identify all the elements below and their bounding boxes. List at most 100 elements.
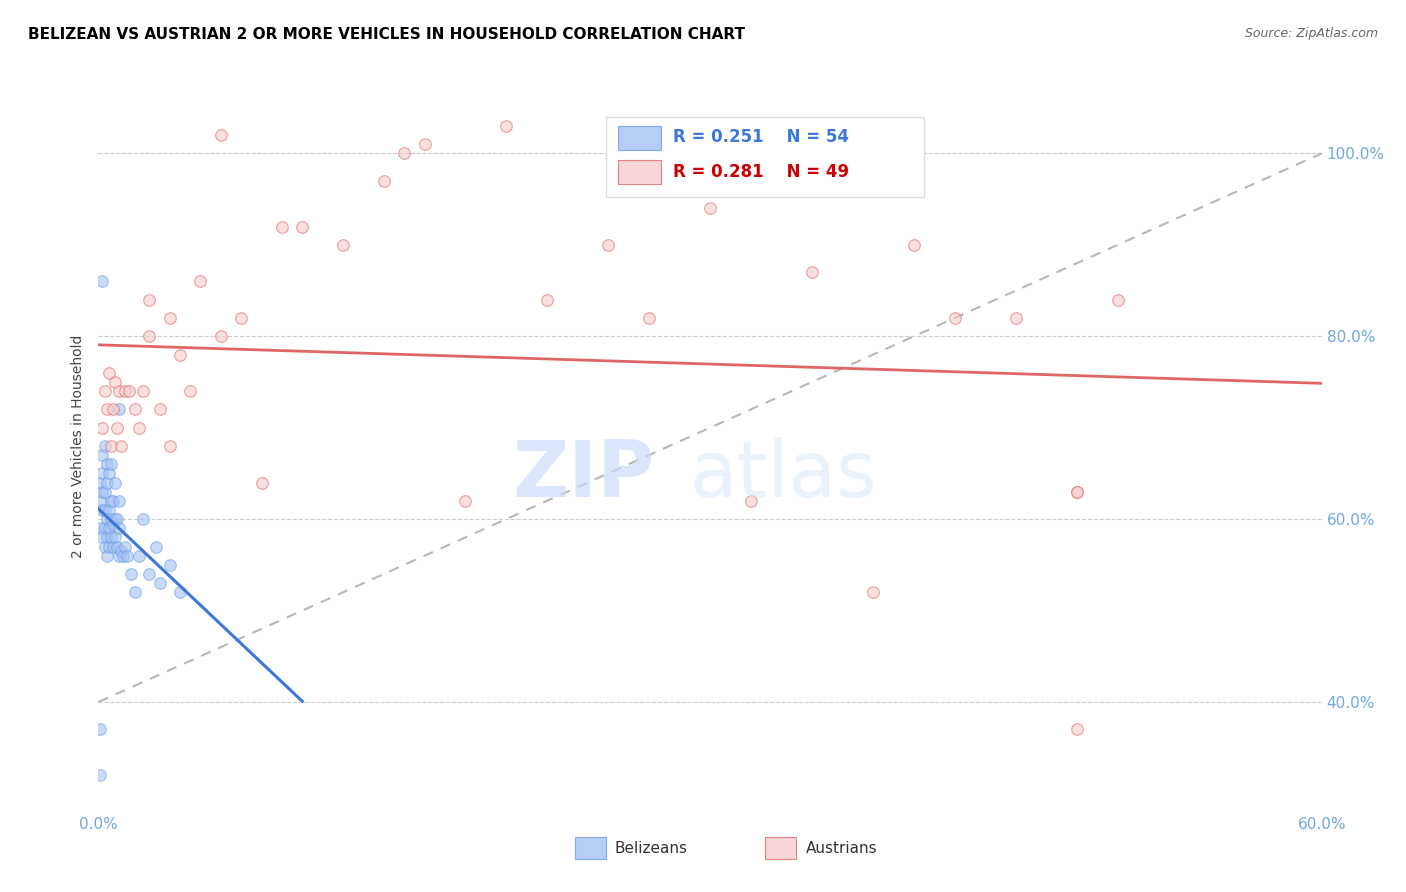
- Point: [105, 421, 128, 435]
- Point: [104, 475, 127, 490]
- Point: [159, 311, 181, 326]
- FancyBboxPatch shape: [619, 126, 661, 150]
- Text: R = 0.281    N = 49: R = 0.281 N = 49: [673, 163, 849, 181]
- Text: Belizeans: Belizeans: [614, 841, 688, 855]
- Point: [104, 375, 127, 389]
- Point: [124, 585, 146, 599]
- Point: [100, 458, 122, 472]
- Point: [169, 585, 191, 599]
- Point: [159, 558, 181, 572]
- Point: [132, 384, 155, 399]
- Point: [91, 467, 114, 481]
- Point: [250, 475, 273, 490]
- Point: [96, 458, 118, 472]
- Point: [100, 494, 122, 508]
- Point: [93, 484, 115, 499]
- Point: [209, 128, 232, 143]
- Point: [91, 484, 114, 499]
- Point: [96, 530, 118, 544]
- Point: [149, 402, 172, 417]
- Point: [89, 494, 111, 508]
- Point: [108, 402, 131, 417]
- Point: [132, 512, 155, 526]
- Point: [373, 174, 395, 188]
- Point: [105, 540, 128, 554]
- Point: [114, 384, 136, 399]
- Point: [179, 384, 201, 399]
- FancyBboxPatch shape: [619, 160, 661, 184]
- Point: [97, 521, 120, 535]
- Point: [96, 402, 118, 417]
- Point: [138, 293, 160, 307]
- Point: [536, 293, 558, 307]
- Point: [413, 137, 436, 152]
- Point: [101, 494, 124, 508]
- Point: [1066, 723, 1088, 737]
- Point: [100, 530, 122, 544]
- Point: [1107, 293, 1129, 307]
- Point: [111, 549, 134, 563]
- Point: [89, 768, 111, 782]
- Point: [138, 329, 160, 343]
- Point: [118, 384, 141, 399]
- Point: [96, 549, 118, 563]
- Point: [97, 467, 120, 481]
- Point: [169, 348, 191, 362]
- Point: [740, 494, 762, 508]
- FancyBboxPatch shape: [606, 117, 924, 197]
- Point: [96, 475, 118, 490]
- Point: [1066, 484, 1088, 499]
- Point: [495, 119, 517, 133]
- Point: [108, 521, 131, 535]
- Point: [114, 540, 136, 554]
- Point: [231, 311, 253, 326]
- Point: [91, 530, 114, 544]
- Point: [108, 549, 131, 563]
- Text: Source: ZipAtlas.com: Source: ZipAtlas.com: [1244, 27, 1378, 40]
- Point: [1066, 484, 1088, 499]
- Point: [145, 540, 167, 554]
- Point: [270, 219, 294, 234]
- Point: [110, 439, 132, 453]
- Point: [89, 475, 111, 490]
- Text: ZIP: ZIP: [513, 437, 655, 513]
- Point: [943, 311, 966, 326]
- Text: R = 0.251    N = 54: R = 0.251 N = 54: [673, 128, 849, 146]
- Point: [115, 549, 138, 563]
- Point: [91, 275, 114, 289]
- Point: [101, 540, 124, 554]
- Point: [96, 512, 118, 526]
- Point: [454, 494, 477, 508]
- Point: [638, 311, 661, 326]
- FancyBboxPatch shape: [575, 838, 606, 859]
- Point: [104, 530, 127, 544]
- Y-axis label: 2 or more Vehicles in Household: 2 or more Vehicles in Household: [72, 334, 86, 558]
- Point: [159, 439, 181, 453]
- Point: [89, 723, 111, 737]
- Point: [598, 238, 620, 252]
- Point: [93, 503, 115, 517]
- Point: [291, 219, 314, 234]
- Text: atlas: atlas: [690, 437, 877, 513]
- Point: [101, 516, 124, 531]
- Point: [124, 402, 146, 417]
- Point: [128, 549, 150, 563]
- Point: [699, 202, 721, 216]
- Text: BELIZEAN VS AUSTRIAN 2 OR MORE VEHICLES IN HOUSEHOLD CORRELATION CHART: BELIZEAN VS AUSTRIAN 2 OR MORE VEHICLES …: [28, 27, 745, 42]
- Point: [101, 402, 124, 417]
- Point: [209, 329, 232, 343]
- Point: [110, 544, 132, 558]
- Point: [332, 238, 354, 252]
- Point: [93, 521, 115, 535]
- Point: [120, 567, 142, 582]
- Point: [105, 512, 128, 526]
- Point: [100, 439, 122, 453]
- Point: [1004, 311, 1026, 326]
- Point: [862, 585, 884, 599]
- Point: [149, 576, 172, 591]
- Point: [93, 439, 115, 453]
- Point: [91, 503, 114, 517]
- Point: [91, 421, 114, 435]
- Point: [89, 521, 111, 535]
- Point: [93, 540, 115, 554]
